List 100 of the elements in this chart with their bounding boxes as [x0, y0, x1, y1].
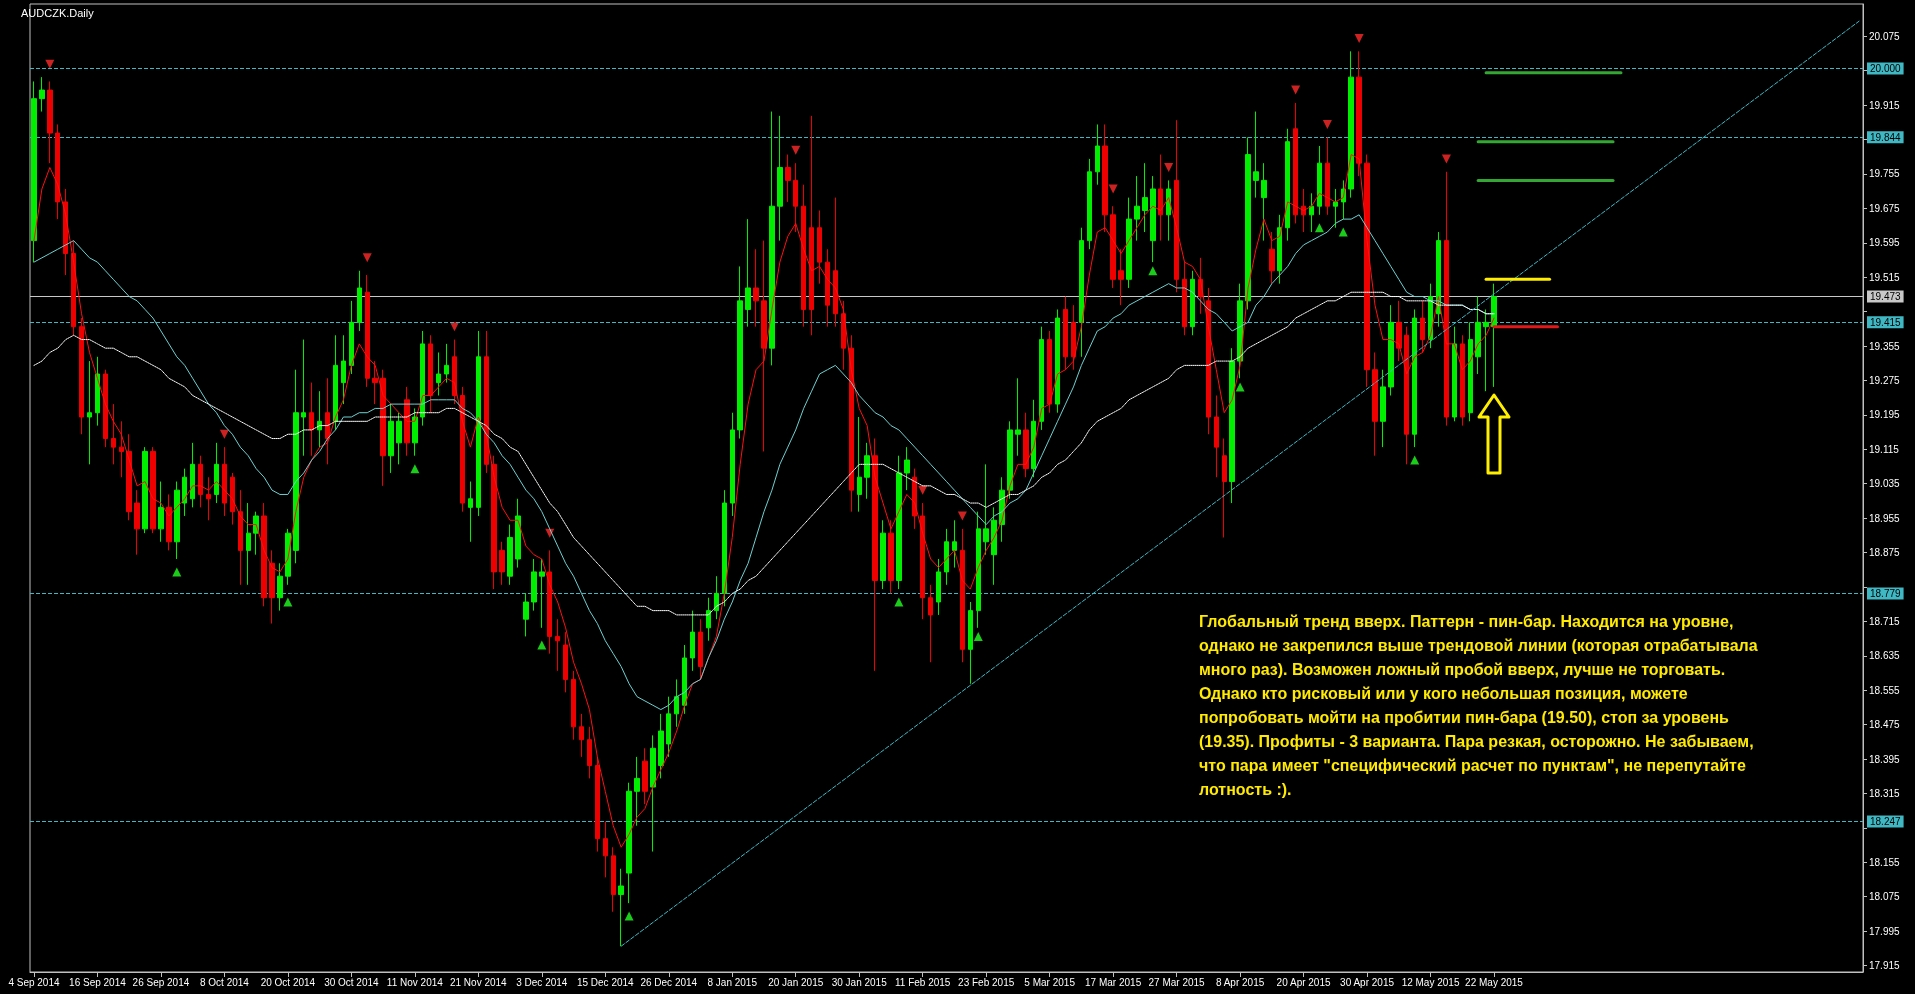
point: [362, 253, 372, 263]
candlestick: [920, 502, 925, 620]
ref-line-label: 19.473: [1870, 291, 1902, 303]
candlestick: [491, 455, 497, 590]
candlestick: [1325, 136, 1330, 216]
candlestick: [642, 747, 648, 805]
candlestick: [277, 562, 283, 612]
candlestick: [1150, 175, 1156, 263]
x-tick-label: 20 Oct 2014: [260, 976, 316, 988]
candlestick: [1174, 119, 1179, 293]
annotation: Глобальный тренд вверх. Паттерн - пин-бар. Находится на уровне, однако не закрепился выше трендовой линии (которая отрабатывала много раз). Возможен ложный пробой вверх, лучше не торговать. Однако кто рисковый или у кого небольшая позиция, можете попробовать мойти на пробитии пин-бара (19.50), стоп за уровень (19.35). Профиты - 3 варианта. Пара резкая, осторожно. Не забываем, что пара имеет "специфический расчет по пунктам", не перепутайте лотность :).: [1199, 612, 1759, 800]
candlestick: [698, 618, 703, 680]
y-tick-label: 18.875: [1869, 547, 1901, 559]
candlestick: [1214, 395, 1219, 478]
x-tick-label: 20 Jan 2015: [768, 976, 824, 988]
candlestick: [476, 330, 481, 517]
candlestick: [111, 403, 116, 465]
candlestick: [682, 644, 687, 715]
x-tick-label: 12 May 2015: [1401, 976, 1460, 988]
y-tick-label: 20.075: [1869, 30, 1901, 42]
candlestick: [95, 356, 100, 427]
point: [1441, 154, 1451, 164]
candlestick: [674, 678, 679, 728]
candlestick: [571, 670, 576, 741]
candlestick: [1380, 369, 1386, 448]
y-tick-label: 18.075: [1869, 891, 1901, 903]
candlestick: [87, 360, 92, 465]
candlestick: [1015, 377, 1021, 457]
candlestick: [1420, 300, 1425, 353]
candlestick: [944, 528, 949, 586]
x-tick-label: 8 Oct 2014: [199, 976, 250, 988]
x-tick-label: 26 Sep 2014: [132, 976, 190, 988]
candlestick: [531, 558, 537, 612]
y-tick-label: 19.355: [1869, 340, 1901, 352]
candlestick: [936, 558, 941, 616]
chart-title: AUDCZK.Daily: [21, 6, 95, 19]
candlestick: [1388, 304, 1394, 396]
candlestick: [817, 210, 822, 285]
candlestick: [857, 416, 862, 513]
candlestick: [777, 115, 783, 242]
candlestick: [579, 713, 584, 758]
point: [973, 631, 983, 641]
candlestick: [952, 519, 957, 569]
candlestick: [71, 240, 76, 336]
candlestick: [190, 442, 195, 508]
point: [1338, 227, 1348, 237]
candlestick: [825, 248, 830, 328]
candlestick: [904, 446, 910, 491]
candlestick: [547, 549, 552, 655]
candlestick: [714, 575, 719, 620]
x-tick-label: 21 Nov 2014: [449, 976, 508, 988]
candlestick: [650, 734, 656, 853]
candlestick: [1468, 321, 1473, 422]
x-tick-label: 27 Mar 2015: [1148, 976, 1206, 988]
candlestick: [769, 111, 775, 366]
point: [410, 464, 420, 474]
candlestick: [222, 446, 227, 517]
candlestick: [1348, 50, 1354, 199]
candlestick: [1269, 231, 1275, 285]
candlestick: [1095, 123, 1100, 186]
candlestick: [539, 558, 545, 629]
candlestick: [1126, 197, 1132, 289]
candlestick: [198, 455, 203, 508]
candlestick: [150, 446, 156, 534]
x-tick-label: 30 Jan 2015: [831, 976, 888, 988]
candlestick: [1317, 145, 1322, 216]
candlestick: [428, 334, 433, 414]
candlestick: [1206, 287, 1211, 435]
candlestick: [325, 377, 330, 465]
candlestick: [555, 618, 560, 672]
x-tick-label: 30 Oct 2014: [324, 976, 380, 988]
candlestick: [801, 184, 806, 328]
candlestick: [1460, 334, 1465, 427]
y-tick-label: 18.715: [1869, 615, 1901, 627]
x-tick-label: 20 Apr 2015: [1276, 976, 1331, 988]
candlestick: [809, 115, 814, 336]
candlestick: [484, 330, 489, 474]
point: [1354, 33, 1364, 43]
candlestick: [1047, 330, 1052, 414]
y-tick-label: 19.675: [1869, 202, 1901, 214]
candlestick: [1245, 136, 1251, 310]
candlestick: [1102, 123, 1108, 233]
x-tick-label: 16 Sep 2014: [69, 976, 127, 988]
point: [1322, 119, 1332, 129]
ref-line-label: 19.415: [1870, 316, 1902, 328]
candlestick: [1444, 171, 1449, 427]
point: [283, 597, 293, 607]
candlestick: [1364, 154, 1370, 388]
ref-line-label: 18.779: [1870, 587, 1902, 599]
candlestick: [317, 390, 322, 448]
x-tick-label: 23 Feb 2015: [958, 976, 1015, 988]
candlestick: [690, 610, 695, 672]
candlestick: [1023, 412, 1029, 478]
point: [1108, 184, 1118, 194]
candlestick: [976, 511, 981, 629]
y-tick-label: 18.635: [1869, 650, 1901, 662]
x-tick-label: 22 May 2015: [1465, 976, 1524, 988]
y-tick-label: 18.315: [1869, 787, 1901, 799]
candlestick: [1182, 261, 1187, 336]
point: [894, 597, 904, 607]
